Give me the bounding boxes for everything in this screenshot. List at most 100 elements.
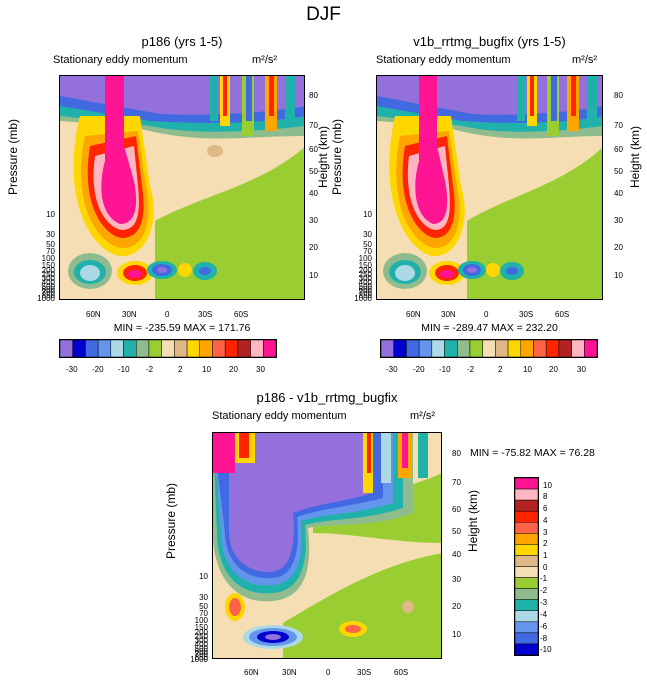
pressure-tick: 400	[358, 278, 372, 287]
pressure-tick: 50	[363, 240, 372, 249]
colorbar-swatch	[237, 340, 251, 357]
pressure-tick: 30	[46, 230, 55, 239]
pressure-tick: 500	[41, 282, 55, 291]
contour-svg	[213, 433, 441, 658]
pressure-tick: 700	[194, 650, 208, 659]
colorbar-label: -30	[66, 365, 78, 374]
colorbar-label: 10	[543, 481, 552, 490]
colorbar-label: -8	[540, 634, 548, 643]
x-tick: 60N	[244, 668, 259, 677]
pressure-tick: 150	[41, 261, 55, 270]
pressure-tick: 700	[41, 288, 55, 297]
colorbar-swatch	[482, 340, 496, 357]
colorbar-swatch	[186, 340, 201, 357]
contour-svg	[60, 76, 304, 299]
contour-plot-3	[212, 432, 442, 659]
colorbar-swatch	[515, 632, 538, 645]
height-tick: 70	[309, 121, 318, 130]
height-tick: 10	[309, 271, 318, 280]
panel-subtitle: Stationary eddy momentum	[376, 54, 511, 66]
colorbar-label: 10	[202, 365, 211, 374]
colorbar-swatch	[199, 340, 213, 357]
y2-axis-label: Height (km)	[628, 126, 642, 189]
colorbar-swatch	[393, 340, 407, 357]
panel-subtitle: Stationary eddy momentum	[212, 410, 347, 422]
pressure-tick: 700	[358, 288, 372, 297]
colorbar-label: 2	[543, 539, 548, 548]
colorbar-swatch	[212, 340, 226, 357]
colorbar-label: -20	[413, 365, 425, 374]
pressure-tick: 500	[358, 282, 372, 291]
height-tick: 50	[614, 167, 623, 176]
colorbar-swatch	[72, 340, 86, 357]
colorbar-swatch	[263, 340, 276, 357]
height-tick: 60	[452, 505, 461, 514]
x-tick: 0	[326, 668, 331, 677]
height-tick: 70	[452, 478, 461, 487]
colorbar-swatch	[515, 488, 538, 501]
colorbar-label: 30	[577, 365, 586, 374]
pressure-tick: 500	[194, 644, 208, 653]
colorbar-swatch	[515, 499, 538, 512]
colorbar-label: -20	[92, 365, 104, 374]
colorbar-label: 6	[543, 504, 548, 513]
pressure-tick: 1000	[190, 655, 208, 664]
panel-title: p186 (yrs 1-5)	[141, 34, 223, 49]
colorbar-swatch	[533, 340, 547, 357]
pressure-tick: 850	[358, 291, 372, 300]
pressure-tick: 250	[194, 632, 208, 641]
colorbar-swatch	[515, 643, 538, 655]
height-tick: 20	[614, 243, 623, 252]
colorbar-label: 4	[543, 516, 548, 525]
colorbar-swatch	[85, 340, 99, 357]
colorbar-swatches	[60, 340, 276, 357]
height-tick: 40	[452, 550, 461, 559]
colorbar-swatch	[515, 588, 538, 600]
colorbar-label: -2	[467, 365, 475, 374]
x-tick: 30S	[519, 310, 534, 319]
colorbar-swatch	[381, 340, 394, 357]
pressure-tick: 600	[358, 285, 372, 294]
height-tick: 40	[309, 189, 318, 198]
colorbar-swatch	[558, 340, 572, 357]
pressure-tick: 400	[41, 278, 55, 287]
panel-title: v1b_rrtmg_bugfix (yrs 1-5)	[413, 34, 566, 49]
colorbar-label: 2	[178, 365, 183, 374]
page-title: DJF	[306, 4, 341, 25]
height-tick: 80	[452, 449, 461, 458]
colorbar-label: 20	[229, 365, 238, 374]
pressure-tick: 300	[358, 274, 372, 283]
colorbar-label: -6	[540, 622, 548, 631]
x-tick: 30N	[441, 310, 456, 319]
height-tick: 50	[452, 527, 461, 536]
colorbar-swatch	[545, 340, 560, 357]
pressure-tick: 100	[41, 254, 55, 263]
contour-plot-2	[376, 75, 603, 300]
colorbar-label: -10	[439, 365, 451, 374]
colorbar-swatch	[515, 610, 538, 623]
height-tick: 20	[452, 602, 461, 611]
colorbar-swatch	[97, 340, 112, 357]
colorbar-swatch	[515, 478, 538, 490]
pressure-tick: 250	[358, 270, 372, 279]
height-tick: 80	[309, 91, 318, 100]
y2-axis-label: Height (km)	[316, 126, 330, 189]
y-axis-label: Pressure (mb)	[6, 119, 20, 196]
colorbar-label: 30	[256, 365, 265, 374]
height-tick: 30	[309, 216, 318, 225]
height-tick: 60	[309, 145, 318, 154]
pressure-tick: 200	[41, 266, 55, 275]
colorbar-swatch	[123, 340, 137, 357]
pressure-tick: 600	[194, 647, 208, 656]
pressure-tick: 850	[194, 653, 208, 662]
colorbar-label: 2	[498, 365, 503, 374]
colorbar-2	[380, 339, 598, 358]
colorbar-label: -10	[118, 365, 130, 374]
colorbar-swatch	[515, 566, 538, 578]
colorbar-label: 1	[543, 551, 548, 560]
colorbar-swatch	[250, 340, 264, 357]
colorbar-swatch	[456, 340, 471, 357]
colorbar-swatch	[224, 340, 239, 357]
y-axis-label: Pressure (mb)	[164, 483, 178, 560]
pressure-tick: 70	[363, 247, 372, 256]
